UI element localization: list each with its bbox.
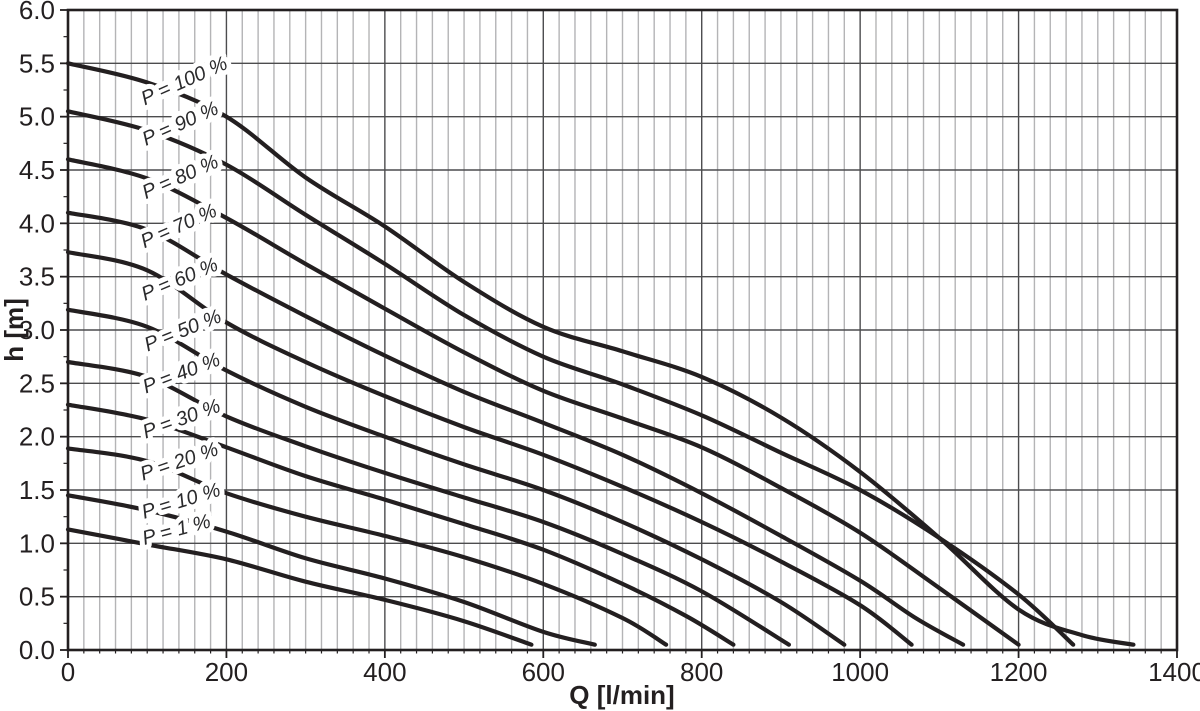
y-tick-label: 2.0 <box>19 422 55 452</box>
curve-label-60pct: P = 60 % <box>138 254 221 306</box>
x-tick-label: 600 <box>522 657 565 687</box>
y-tick-label: 1.5 <box>19 475 55 505</box>
x-tick-label: 0 <box>61 657 75 687</box>
y-tick-label: 5.0 <box>19 102 55 132</box>
curve-30pct <box>65 402 736 647</box>
x-tick-label: 400 <box>363 657 406 687</box>
curve-80pct <box>65 157 1021 647</box>
curve-10pct <box>65 493 597 647</box>
x-tick-label: 1000 <box>831 657 889 687</box>
y-tick-label: 1.0 <box>19 528 55 558</box>
x-tick-label: 1200 <box>990 657 1048 687</box>
curve-label-50pct: P = 50 % <box>141 305 224 356</box>
curve-60pct <box>65 250 914 647</box>
y-axis-title: h [m] <box>0 298 29 362</box>
x-tick-label: 800 <box>680 657 723 687</box>
x-axis-title: Q [l/min] <box>569 680 674 710</box>
y-tick-label: 4.0 <box>19 208 55 238</box>
y-tick-label: 0.5 <box>19 582 55 612</box>
y-tick-label: 2.5 <box>19 368 55 398</box>
axis-ticks <box>60 9 1178 658</box>
curve-1pct <box>65 527 534 647</box>
y-tick-label: 4.5 <box>19 155 55 185</box>
x-tick-label: 1400 <box>1148 657 1200 687</box>
x-tick-label: 200 <box>205 657 248 687</box>
curve-label-100pct: P = 100 % <box>138 53 231 111</box>
curve-20pct <box>65 446 669 647</box>
data-curves <box>65 61 1136 647</box>
y-tick-label: 0.0 <box>19 635 55 665</box>
axis-tick-labels: 0 200 400 600 800 1000 1200 1400 0.0 0.5 1.0 1.5 2.0… <box>19 0 1200 687</box>
y-tick-label: 3.5 <box>19 262 55 292</box>
curve-label-80pct: P = 80 % <box>139 151 222 204</box>
curve-50pct <box>65 307 847 647</box>
curve-90pct <box>65 109 1076 647</box>
y-tick-label: 6.0 <box>19 0 55 25</box>
y-tick-label: 5.5 <box>19 48 55 78</box>
y-tick-label: 3.0 <box>19 315 55 345</box>
curve-40pct <box>65 359 791 647</box>
curve-100pct <box>65 61 1136 647</box>
curve-70pct <box>65 210 966 647</box>
